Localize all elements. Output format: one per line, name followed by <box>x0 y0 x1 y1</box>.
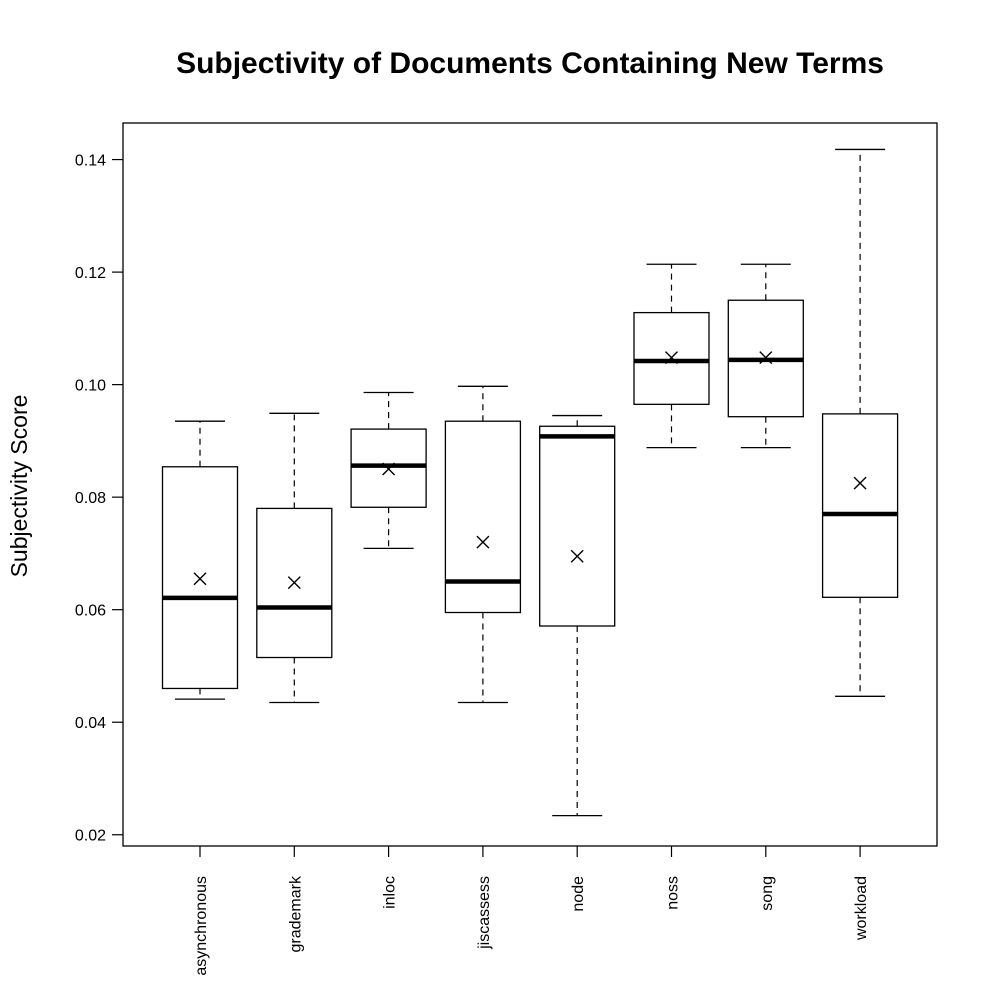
box-asynchronous <box>161 420 239 700</box>
box-noss <box>633 263 710 449</box>
box-workload <box>821 148 899 697</box>
y-axis-label: Subjectivity Score <box>6 395 32 578</box>
iqr-box <box>444 420 522 614</box>
iqr-box <box>161 466 239 690</box>
mean-marker <box>759 351 773 365</box>
y-tick-label: 0.04 <box>75 715 106 732</box>
x-tick-label: jiscassess <box>476 876 493 950</box>
y-tick-label: 0.06 <box>75 603 106 620</box>
box-grademark <box>256 412 333 704</box>
mean-marker <box>287 576 301 590</box>
mean-marker <box>853 476 867 490</box>
y-axis: 0.02 0.04 0.06 0.08 0.10 0.12 0.14 <box>75 153 123 845</box>
iqr-box <box>539 425 616 627</box>
x-tick-label: inloc <box>382 876 399 909</box>
iqr-box <box>821 413 899 598</box>
x-tick-label: song <box>759 876 776 911</box>
x-tick-label: workload <box>853 876 870 941</box>
x-tick-label: node <box>570 876 587 912</box>
x-tick-label: asynchronous <box>193 876 210 976</box>
y-tick-label: 0.12 <box>75 265 106 282</box>
mean-marker <box>665 351 678 365</box>
mean-marker <box>476 535 490 549</box>
mean-marker <box>570 549 584 563</box>
chart-title: Subjectivity of Documents Containing New… <box>176 47 884 80</box>
y-tick-label: 0.10 <box>75 378 106 395</box>
box-song <box>727 263 804 449</box>
mean-marker <box>193 572 207 586</box>
y-tick-label: 0.08 <box>75 490 106 507</box>
box-inloc <box>350 391 427 550</box>
boxplot-series <box>161 148 899 817</box>
y-tick-label: 0.14 <box>75 153 106 170</box>
mean-marker <box>382 462 396 476</box>
x-tick-label: grademark <box>287 875 304 952</box>
plot-frame <box>122 122 938 847</box>
x-axis: asynchronous grademark inloc jiscassess node… <box>193 846 870 976</box>
x-tick-label: noss <box>665 876 682 910</box>
box-node <box>539 414 616 817</box>
box-jiscassess <box>444 385 522 704</box>
y-tick-label: 0.02 <box>75 828 106 845</box>
